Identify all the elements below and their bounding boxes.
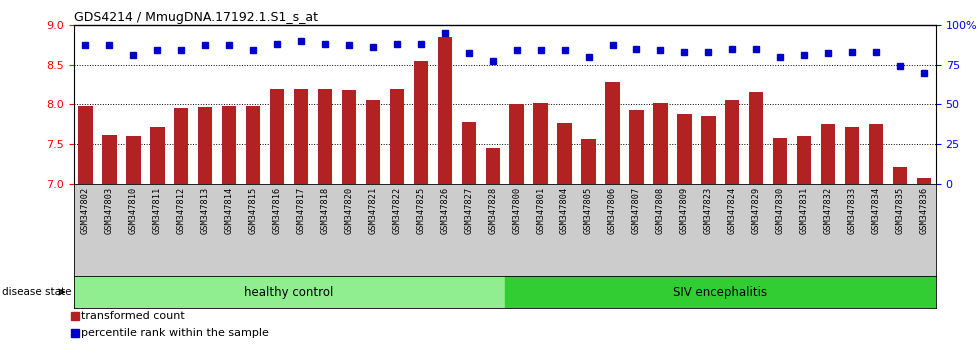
Bar	[749, 92, 763, 184]
Bar	[74, 276, 505, 308]
Text: GSM347823: GSM347823	[704, 187, 712, 234]
Text: GSM347810: GSM347810	[129, 187, 138, 234]
Text: GSM347827: GSM347827	[465, 187, 473, 234]
Bar	[606, 82, 619, 184]
Bar	[869, 124, 883, 184]
Bar	[462, 122, 476, 184]
Bar	[893, 167, 907, 184]
Bar	[78, 106, 93, 184]
Bar	[773, 138, 787, 184]
Text: GSM347800: GSM347800	[513, 187, 521, 234]
Bar	[558, 123, 571, 184]
Bar	[198, 107, 213, 184]
Bar	[916, 178, 931, 184]
Text: GSM347818: GSM347818	[320, 187, 329, 234]
Text: GSM347803: GSM347803	[105, 187, 114, 234]
Bar	[102, 135, 117, 184]
Bar	[701, 115, 715, 184]
Text: GSM347835: GSM347835	[896, 187, 905, 234]
Bar	[505, 276, 936, 308]
Bar	[390, 88, 404, 184]
Text: SIV encephalitis: SIV encephalitis	[673, 286, 767, 298]
Bar	[533, 103, 548, 184]
Text: disease state: disease state	[2, 287, 72, 297]
Text: GSM347817: GSM347817	[297, 187, 306, 234]
Bar	[174, 108, 188, 184]
Bar	[438, 37, 452, 184]
Bar	[222, 106, 236, 184]
Text: GSM347802: GSM347802	[81, 187, 90, 234]
Bar	[581, 139, 596, 184]
Text: GSM347812: GSM347812	[176, 187, 186, 234]
Text: GSM347829: GSM347829	[752, 187, 760, 234]
Text: GSM347807: GSM347807	[632, 187, 641, 234]
Text: GSM347806: GSM347806	[608, 187, 617, 234]
Bar	[246, 106, 261, 184]
Bar	[485, 148, 500, 184]
Bar	[342, 90, 356, 184]
Text: GSM347815: GSM347815	[249, 187, 258, 234]
Bar	[510, 104, 524, 184]
Text: GSM347828: GSM347828	[488, 187, 497, 234]
Bar	[270, 88, 284, 184]
Text: GSM347831: GSM347831	[800, 187, 808, 234]
Bar	[821, 124, 835, 184]
Text: GSM347814: GSM347814	[224, 187, 233, 234]
Text: GSM347832: GSM347832	[823, 187, 833, 234]
Text: healthy control: healthy control	[244, 286, 334, 298]
Bar	[150, 127, 165, 184]
Text: GSM347813: GSM347813	[201, 187, 210, 234]
Text: GSM347816: GSM347816	[272, 187, 281, 234]
Text: GSM347822: GSM347822	[392, 187, 402, 234]
Bar	[845, 127, 859, 184]
Text: GSM347836: GSM347836	[919, 187, 928, 234]
Text: GDS4214 / MmugDNA.17192.1.S1_s_at: GDS4214 / MmugDNA.17192.1.S1_s_at	[74, 11, 318, 24]
Bar	[725, 101, 740, 184]
Text: GSM347805: GSM347805	[584, 187, 593, 234]
Text: GSM347811: GSM347811	[153, 187, 162, 234]
Text: GSM347824: GSM347824	[728, 187, 737, 234]
Bar	[654, 103, 667, 184]
Text: transformed count: transformed count	[81, 311, 185, 321]
Text: percentile rank within the sample: percentile rank within the sample	[81, 328, 270, 338]
Bar	[318, 88, 332, 184]
Bar	[294, 88, 309, 184]
Bar	[414, 61, 428, 184]
Text: GSM347830: GSM347830	[776, 187, 785, 234]
Text: GSM347826: GSM347826	[440, 187, 449, 234]
Text: GSM347804: GSM347804	[561, 187, 569, 234]
Text: GSM347821: GSM347821	[368, 187, 377, 234]
Text: GSM347808: GSM347808	[656, 187, 664, 234]
Text: GSM347801: GSM347801	[536, 187, 545, 234]
Text: GSM347820: GSM347820	[345, 187, 354, 234]
Bar	[366, 101, 380, 184]
Bar	[629, 110, 644, 184]
Bar	[677, 114, 692, 184]
Text: GSM347833: GSM347833	[848, 187, 857, 234]
Bar	[797, 136, 811, 184]
Text: GSM347809: GSM347809	[680, 187, 689, 234]
Text: GSM347825: GSM347825	[416, 187, 425, 234]
Bar	[126, 136, 140, 184]
Text: GSM347834: GSM347834	[871, 187, 880, 234]
